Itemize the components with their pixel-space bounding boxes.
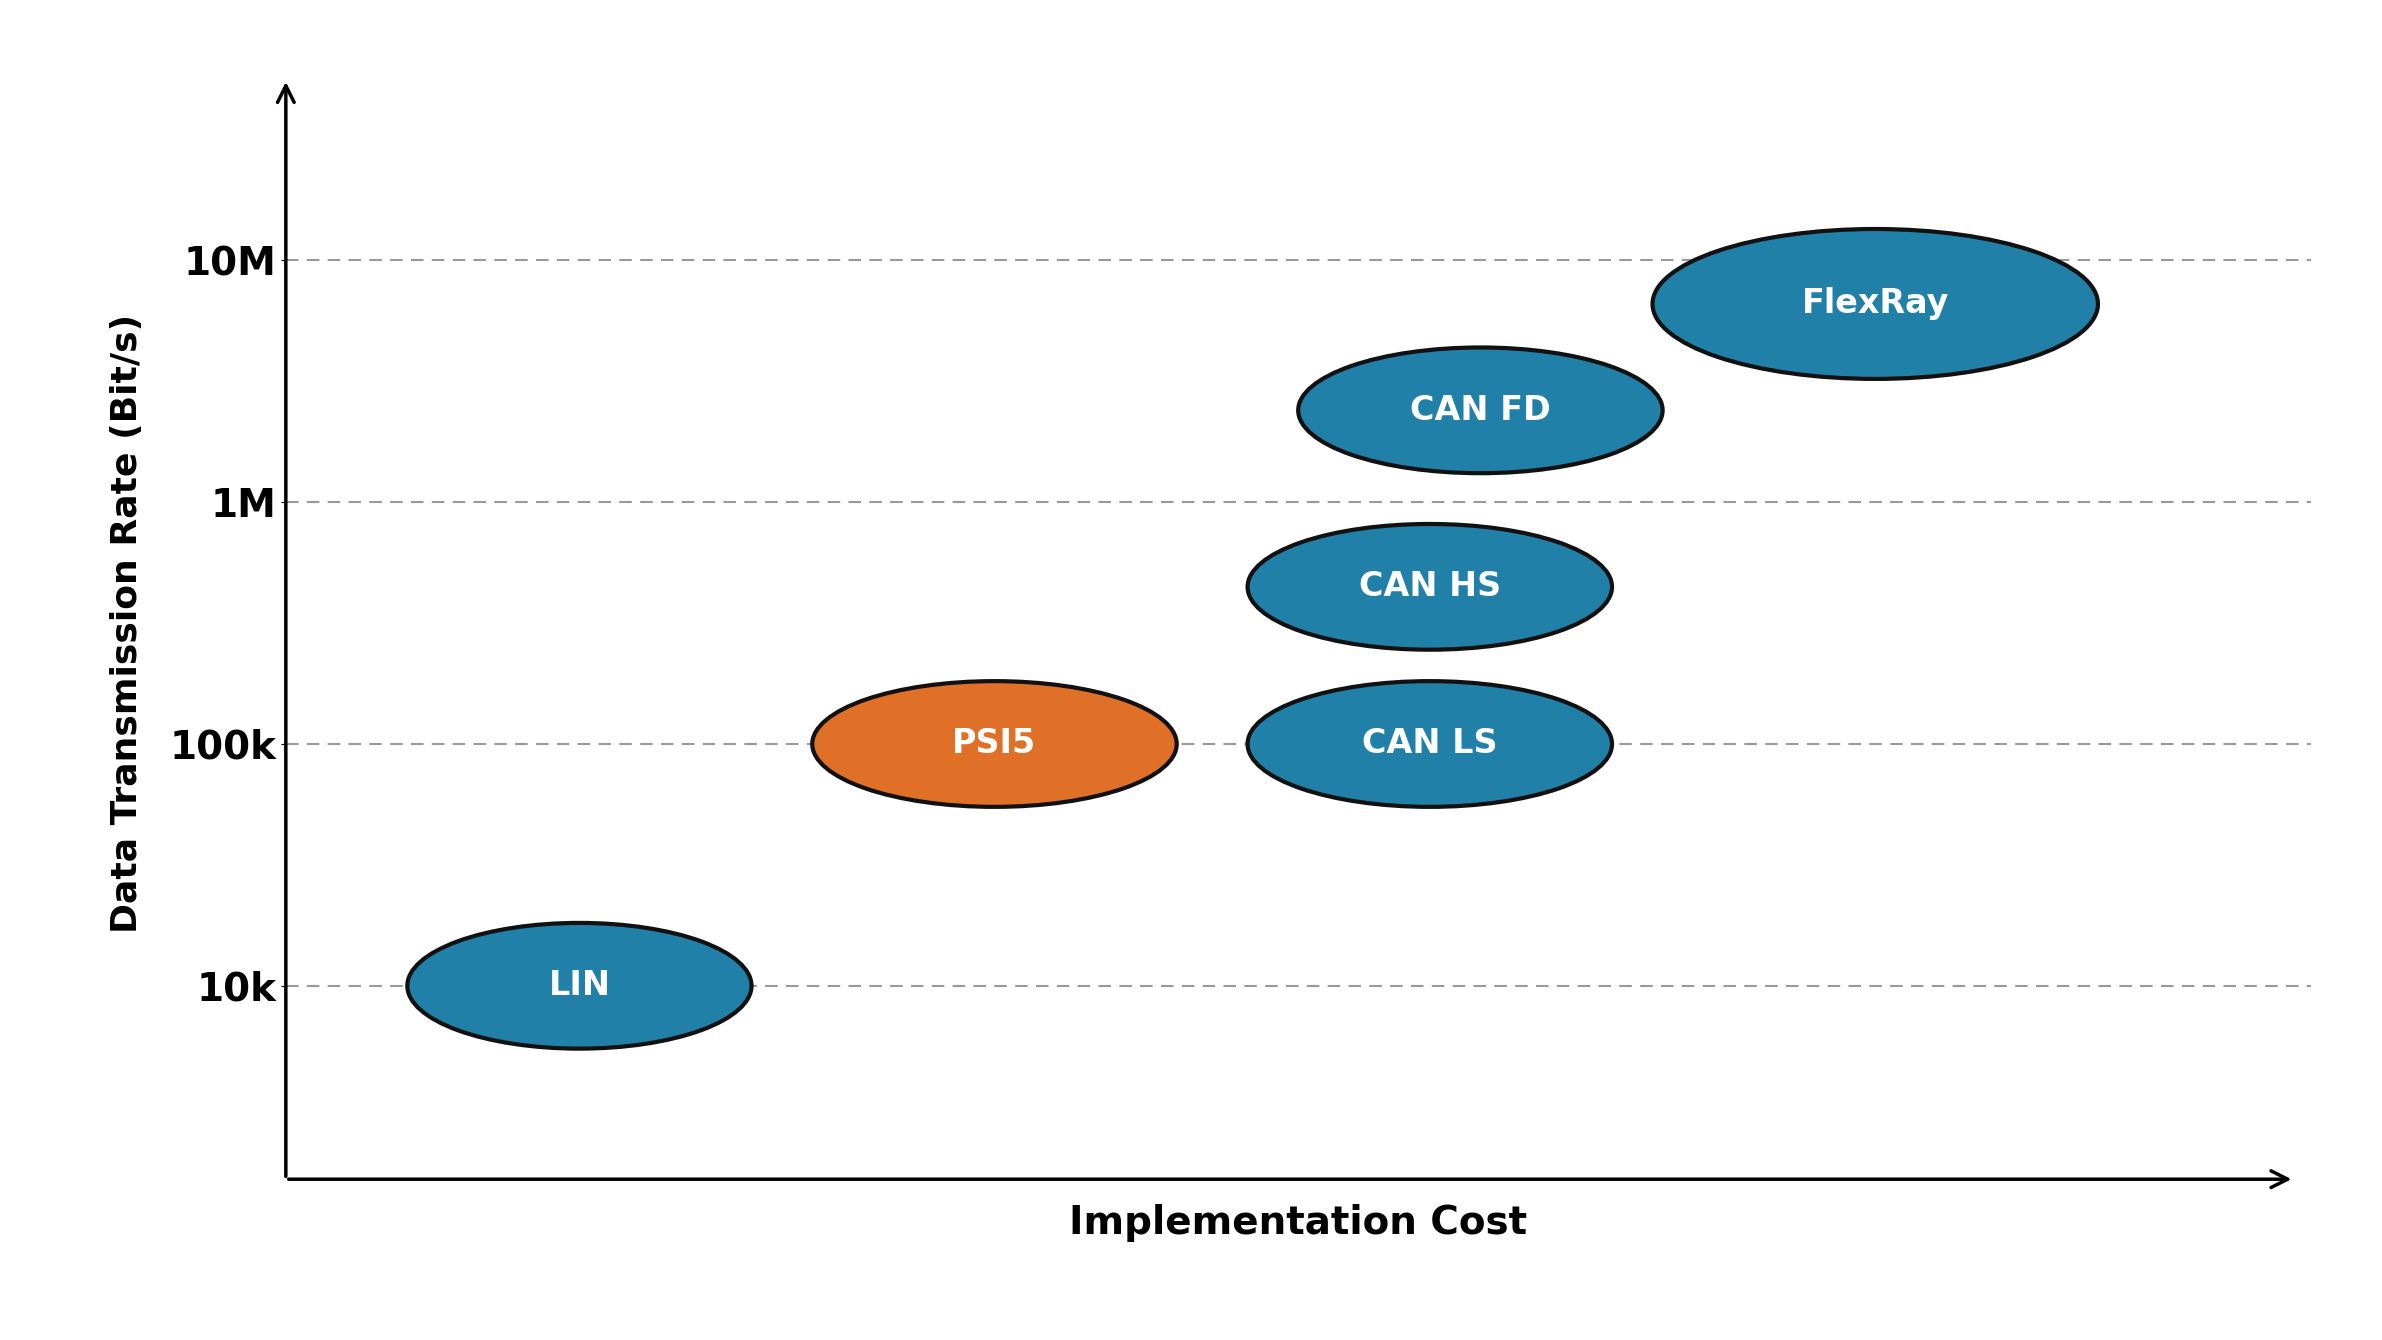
Ellipse shape — [407, 923, 750, 1049]
Ellipse shape — [812, 681, 1177, 807]
Ellipse shape — [1298, 347, 1663, 473]
Ellipse shape — [1248, 524, 1613, 650]
Text: LIN: LIN — [548, 969, 610, 1002]
Ellipse shape — [1248, 681, 1613, 807]
Y-axis label: Data Transmission Rate (Bit/s): Data Transmission Rate (Bit/s) — [110, 314, 145, 933]
Text: CAN FD: CAN FD — [1410, 394, 1551, 427]
Text: CAN HS: CAN HS — [1358, 571, 1501, 603]
Text: FlexRay: FlexRay — [1801, 288, 1948, 320]
Text: CAN LS: CAN LS — [1363, 728, 1498, 761]
Ellipse shape — [1653, 229, 2099, 379]
X-axis label: Implementation Cost: Implementation Cost — [1070, 1205, 1527, 1242]
Text: PSI5: PSI5 — [953, 728, 1036, 761]
